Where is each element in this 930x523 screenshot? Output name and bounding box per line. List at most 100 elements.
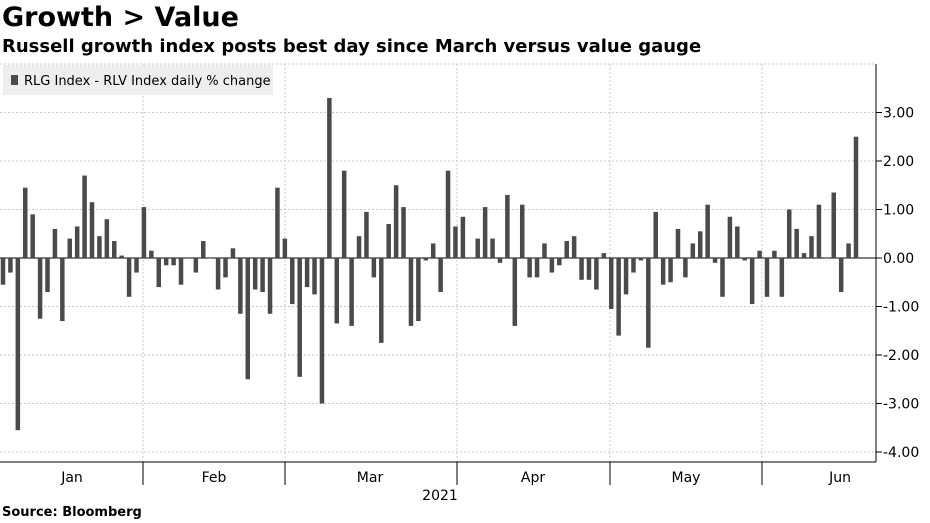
bar	[408, 258, 414, 326]
bar	[156, 258, 162, 288]
bar	[482, 207, 488, 258]
bar	[631, 258, 636, 273]
bar	[290, 258, 295, 305]
bar	[779, 258, 785, 297]
bar	[542, 243, 547, 258]
bar	[816, 204, 822, 258]
bar	[586, 258, 592, 280]
y-tick-label: -2.00	[883, 348, 919, 364]
bar	[97, 236, 102, 258]
y-tick-label: 3.00	[883, 106, 914, 122]
bar	[735, 226, 740, 258]
bar	[683, 258, 688, 278]
bar	[30, 214, 35, 258]
bar	[341, 170, 347, 258]
bar	[37, 258, 43, 319]
bar	[386, 224, 391, 258]
bar	[163, 258, 169, 266]
bar	[356, 236, 362, 258]
bar	[416, 258, 421, 322]
bar	[423, 258, 429, 261]
bar	[438, 258, 443, 292]
bar	[149, 250, 154, 258]
bar	[846, 243, 851, 258]
bar	[801, 253, 807, 258]
bar	[616, 258, 621, 336]
bar	[831, 192, 836, 258]
legend-swatch	[11, 75, 18, 85]
bar	[215, 258, 221, 290]
bar	[675, 228, 681, 258]
bar	[601, 253, 607, 258]
bar	[67, 238, 73, 258]
bar	[786, 209, 792, 258]
bar	[608, 258, 614, 309]
bar	[749, 258, 755, 305]
bar	[838, 258, 844, 292]
bar	[104, 219, 110, 258]
bar	[349, 258, 354, 326]
bar-layer	[0, 97, 859, 431]
bar	[453, 226, 458, 258]
bar	[534, 258, 540, 278]
y-tick-label: 2.00	[883, 154, 914, 170]
grid-layer	[0, 63, 876, 462]
bar	[549, 258, 555, 273]
bar	[89, 202, 95, 258]
bar	[74, 226, 80, 258]
bar	[275, 187, 280, 258]
legend: RLG Index - RLV Index daily % change	[3, 65, 273, 95]
bar	[252, 258, 258, 290]
bar	[527, 258, 532, 278]
bar	[364, 211, 369, 258]
bar	[126, 258, 132, 297]
bar	[393, 185, 399, 258]
bar	[178, 258, 184, 285]
bar	[371, 258, 377, 278]
bar	[312, 258, 317, 295]
bar	[8, 258, 13, 273]
bar	[505, 194, 510, 258]
bar	[171, 258, 176, 266]
y-tick-label: -4.00	[883, 445, 919, 461]
bar	[824, 258, 829, 259]
x-tick-label-jan: Jan	[60, 470, 83, 486]
bar	[742, 258, 747, 261]
bar	[112, 241, 117, 258]
bar	[319, 258, 325, 404]
bar	[282, 238, 288, 258]
bar	[297, 258, 302, 377]
x-axis-year-label: 2021	[422, 488, 458, 504]
bar	[141, 207, 147, 258]
bar	[223, 258, 228, 278]
bar	[757, 250, 762, 258]
bar	[660, 258, 666, 285]
y-tick-label: -3.00	[883, 397, 919, 413]
bar	[201, 241, 206, 258]
bar	[379, 258, 384, 343]
bar	[794, 228, 799, 258]
legend-background	[3, 65, 273, 95]
bar	[208, 258, 213, 259]
bar	[764, 258, 770, 297]
bar	[468, 258, 473, 259]
bar	[697, 231, 703, 258]
bar	[809, 236, 814, 258]
x-tick-label-apr: Apr	[521, 470, 545, 486]
bar	[430, 243, 436, 258]
bar	[720, 258, 725, 297]
bar	[327, 97, 332, 258]
bar	[186, 258, 191, 259]
bar	[445, 170, 451, 258]
bar	[60, 258, 65, 322]
bar	[653, 211, 658, 258]
bar	[52, 228, 58, 258]
chart-title: Growth > Value	[2, 2, 239, 33]
bar	[690, 243, 696, 258]
bar	[304, 258, 310, 288]
bar	[23, 187, 28, 258]
bar	[705, 204, 710, 258]
bar	[230, 248, 236, 258]
chart-subtitle: Russell growth index posts best day sinc…	[2, 36, 702, 57]
x-tick-label-jun: Jun	[828, 470, 851, 486]
